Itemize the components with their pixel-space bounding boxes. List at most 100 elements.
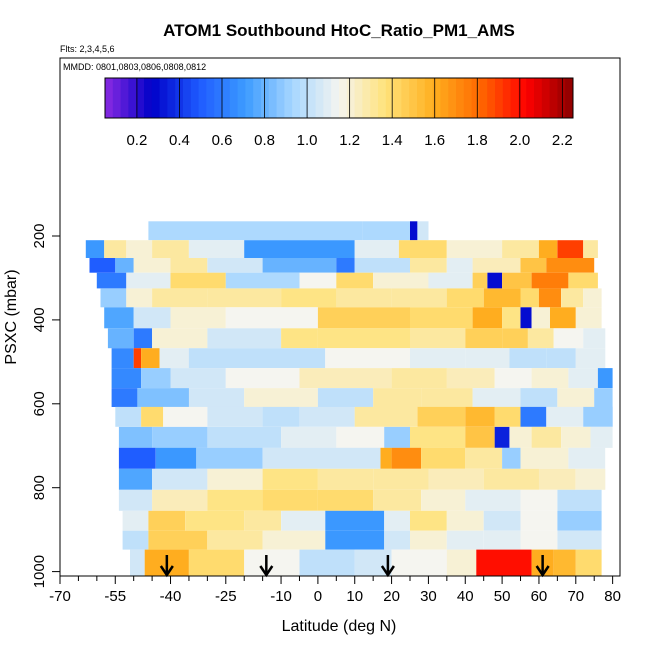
colorbar-tick-label: 0.4 — [169, 132, 190, 149]
heatmap-cell — [487, 272, 503, 289]
colorbar-swatch — [448, 78, 457, 118]
colorbar-frame — [104, 77, 574, 119]
heatmap-cell — [317, 328, 410, 349]
colorbar-swatch — [393, 78, 402, 118]
x-tick-label: 70 — [567, 588, 584, 605]
heatmap-cell — [133, 328, 153, 349]
heatmap-cell — [137, 388, 189, 407]
heatmap-cell — [281, 328, 318, 349]
heatmap-cell — [594, 388, 613, 407]
heatmap-cell — [185, 510, 245, 531]
heatmap-cell — [152, 240, 189, 258]
heatmap-cell — [465, 447, 503, 469]
heatmap-cell — [520, 288, 539, 308]
heatmap-cell — [111, 388, 138, 407]
heatmap-cell — [465, 328, 503, 349]
colorbar-swatch — [424, 78, 433, 118]
heatmap-cell — [336, 426, 385, 448]
heatmap-cell — [494, 368, 532, 388]
heatmap-cell — [188, 240, 245, 258]
heatmap-cells — [85, 221, 613, 576]
heatmap-cell — [126, 272, 171, 289]
heatmap-cell — [96, 272, 127, 289]
flights-label: Flts: 2,3,4,5,6 — [60, 44, 115, 54]
x-tick-label: -55 — [104, 588, 126, 605]
heatmap-cell — [446, 530, 484, 550]
colorbar-swatch — [253, 78, 262, 118]
heatmap-cell — [225, 368, 300, 388]
colorbar-swatch — [487, 78, 496, 118]
heatmap-cell — [244, 388, 318, 407]
heatmap-cell — [557, 240, 584, 258]
heatmap-cell — [207, 489, 263, 511]
x-tick-label: -10 — [270, 588, 292, 605]
heatmap-cell — [465, 426, 495, 448]
colorbar-tick-label: 1.4 — [382, 132, 403, 149]
heatmap-cell — [170, 258, 208, 273]
heatmap-cell — [472, 258, 521, 273]
y-tick-label: 800 — [31, 475, 48, 500]
heatmap-cell — [244, 510, 281, 531]
colorbar-swatch — [370, 78, 379, 118]
heatmap-cell — [115, 406, 142, 427]
heatmap-cell — [262, 258, 337, 273]
heatmap-cell — [170, 272, 226, 289]
heatmap-cell — [546, 258, 595, 273]
heatmap-cell — [152, 489, 208, 511]
heatmap-cell — [317, 307, 410, 329]
heatmap-cell — [583, 240, 598, 258]
y-tick-label: 600 — [31, 391, 48, 416]
heatmap-cell — [281, 426, 337, 448]
colorbar-tick-label: 2.2 — [552, 132, 573, 149]
colorbar-swatch — [541, 78, 550, 118]
heatmap-cell — [410, 530, 447, 550]
heatmap-cell — [531, 368, 569, 388]
colorbar-swatch — [502, 78, 511, 118]
colorbar-swatch — [526, 78, 535, 118]
heatmap-cell — [428, 468, 484, 490]
heatmap-cell — [207, 468, 263, 490]
colorbar-swatch — [167, 78, 176, 118]
heatmap-cell — [299, 406, 355, 427]
x-tick-label: 60 — [531, 588, 548, 605]
heatmap-cell — [509, 426, 532, 448]
heatmap-cell — [398, 240, 447, 258]
heatmap-cell — [299, 368, 392, 388]
heatmap-cell — [104, 240, 127, 258]
heatmap-cell — [262, 468, 318, 490]
colorbar-swatch — [479, 78, 488, 118]
heatmap-cell — [107, 328, 134, 349]
heatmap-cell — [446, 510, 484, 531]
heatmap-cell — [557, 510, 602, 531]
heatmap-cell — [421, 447, 466, 469]
heatmap-cell — [483, 510, 521, 531]
heatmap-cell — [141, 368, 171, 388]
heatmap-cell — [391, 447, 422, 469]
colorbar-tick-label: 1.6 — [424, 132, 445, 149]
colorbar-swatch — [284, 78, 293, 118]
heatmap-cell — [561, 288, 584, 308]
heatmap-cell — [410, 328, 466, 349]
colorbar-swatch — [151, 78, 160, 118]
flight-arrows — [159, 555, 550, 578]
x-tick-label: 0 — [314, 588, 322, 605]
colorbar-swatch — [557, 78, 566, 118]
heatmap-cell — [196, 447, 263, 469]
heatmap-cell — [557, 530, 602, 550]
heatmap-cell — [553, 549, 576, 576]
colorbar-swatch — [112, 78, 121, 118]
colorbar-swatch — [346, 78, 355, 118]
heatmap-cell — [207, 530, 263, 550]
colorbar-swatch — [510, 78, 519, 118]
heatmap-cell — [141, 348, 160, 369]
heatmap-cell — [118, 426, 153, 448]
heatmap-cell — [354, 240, 399, 258]
heatmap-cell — [502, 307, 521, 329]
x-tick-label: 10 — [346, 588, 363, 605]
heatmap-cell — [391, 368, 447, 388]
colorbar-swatch — [276, 78, 285, 118]
heatmap-cell — [465, 348, 510, 369]
heatmap-cell — [568, 447, 606, 469]
heatmap-cell — [152, 426, 208, 448]
